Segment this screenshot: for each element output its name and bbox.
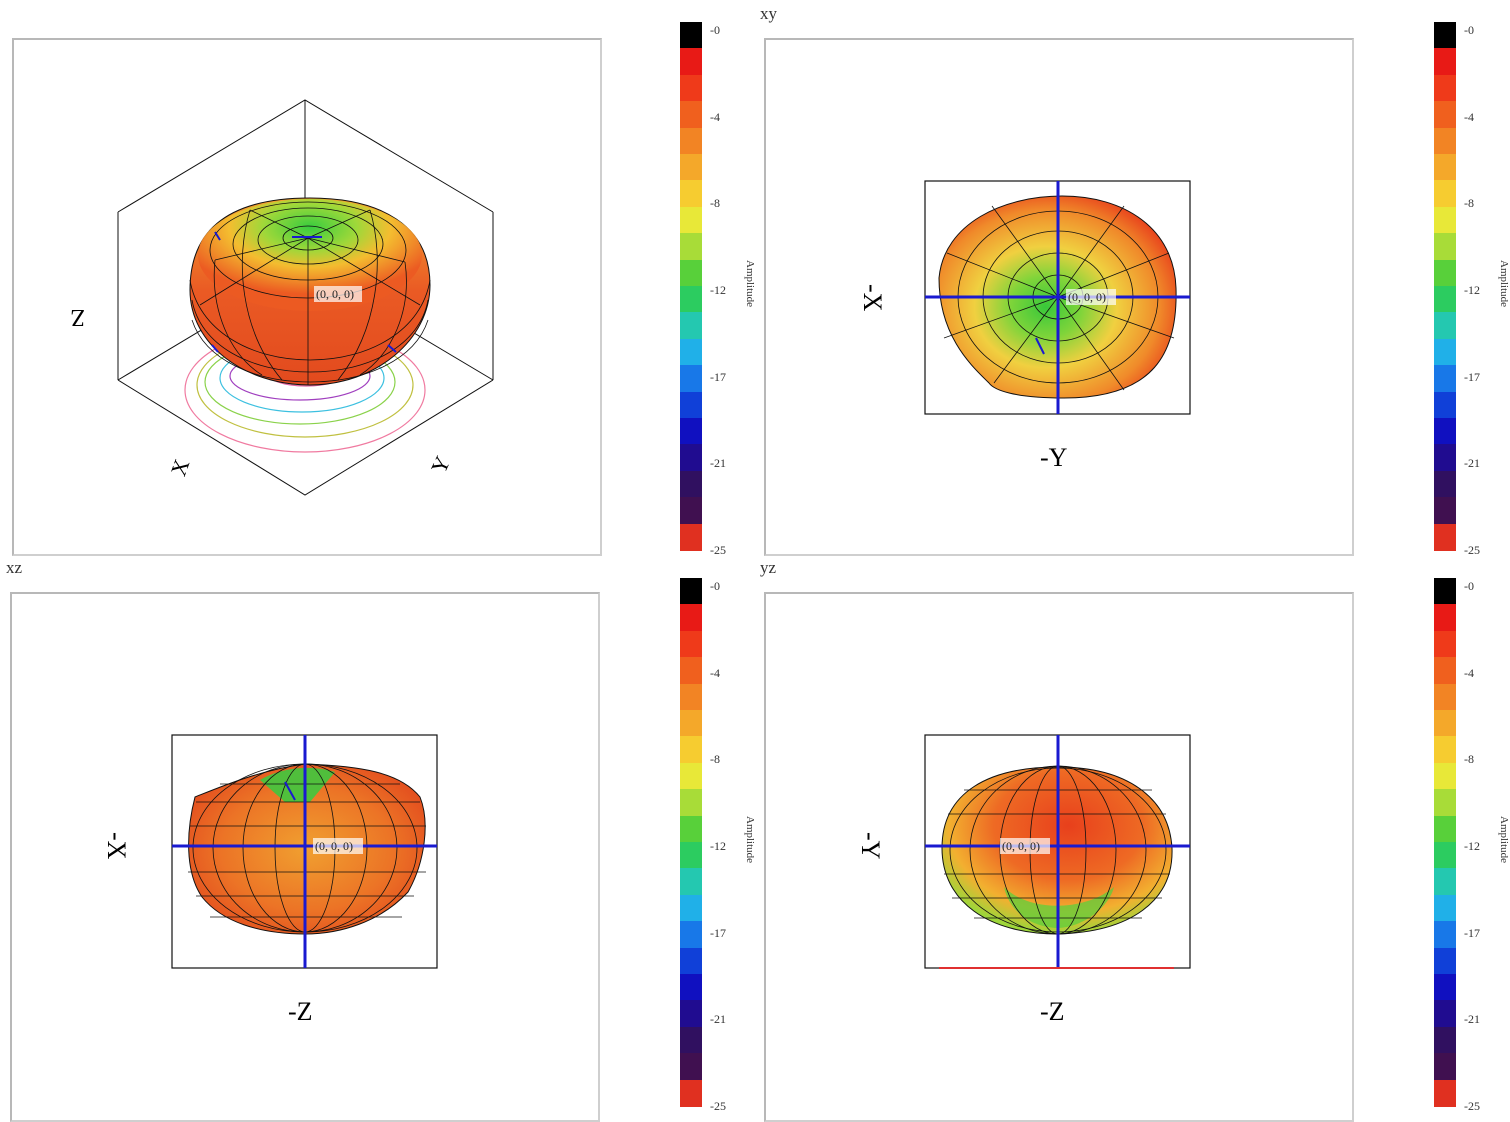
view-label-yz: yz: [760, 558, 777, 577]
surface-mesh: [189, 201, 431, 385]
colorbar-tick: -25: [1464, 543, 1480, 557]
colorbar-tick: -25: [710, 543, 726, 557]
colorbar-tick: -17: [710, 369, 726, 384]
axis-label-x: X: [165, 456, 194, 480]
perspective-plot: (0, 0, 0) Z X Y: [70, 99, 494, 496]
xz-plot: (0, 0, 0) -X -Z: [102, 734, 438, 1026]
origin-label-xz: (0, 0, 0): [313, 838, 363, 854]
origin-label: (0, 0, 0): [314, 286, 362, 302]
colorbar-tick: -8: [710, 196, 720, 211]
axis-label-z-horizontal-yz: -Z: [1040, 997, 1065, 1026]
xy-plot: (0, 0, 0) -X -Y: [858, 180, 1191, 472]
colorbar-tick: -12: [1464, 283, 1480, 297]
colorbar-tick: -21: [710, 1012, 726, 1027]
colorbar-tick: -12: [1464, 839, 1480, 853]
svg-text:(0, 0, 0): (0, 0, 0): [1002, 839, 1040, 853]
colorbar-perspective: [680, 22, 702, 551]
colorbar-title: Amplitude: [744, 815, 756, 863]
axis-label-y-horizontal: -Y: [1040, 443, 1068, 472]
axis-label-y-vertical-yz: -Y: [856, 832, 885, 860]
colorbar-tick: -0: [1464, 23, 1474, 37]
colorbar-tick: -4: [710, 109, 720, 124]
colorbar-yz: [1434, 578, 1456, 1107]
colorbar-xz: [680, 578, 702, 1107]
colorbar-tick: -25: [1464, 1099, 1480, 1113]
svg-text:(0, 0, 0): (0, 0, 0): [1068, 290, 1106, 304]
colorbar-tick: -17: [1464, 925, 1480, 940]
colorbar-tick: -25: [710, 1099, 726, 1113]
svg-text:(0, 0, 0): (0, 0, 0): [315, 839, 353, 853]
colorbar-tick: -4: [710, 665, 720, 680]
colorbar-title: Amplitude: [1498, 259, 1510, 307]
colorbar-tick: -17: [710, 925, 726, 940]
axis-label-y: Y: [426, 452, 455, 477]
axis-label-z: Z: [70, 304, 85, 330]
colorbar-tick: -12: [710, 283, 726, 297]
colorbar-xy: [1434, 22, 1456, 551]
origin-label-xy: (0, 0, 0): [1066, 289, 1116, 305]
view-label-xy: xy: [760, 4, 777, 23]
colorbar-tick: -17: [1464, 369, 1480, 384]
colorbar-tick: -4: [1464, 665, 1474, 680]
svg-text:(0, 0, 0): (0, 0, 0): [316, 287, 354, 301]
colorbar-tick: -12: [710, 839, 726, 853]
colorbar-tick: -8: [710, 752, 720, 767]
colorbar-tick: -4: [1464, 109, 1474, 124]
axis-label-z-horizontal-xz: -Z: [288, 997, 313, 1026]
axis-label-x-vertical-xz: -X: [102, 832, 131, 860]
colorbar-tick: -21: [1464, 1012, 1480, 1027]
axis-label-x-vertical: -X: [858, 284, 887, 312]
colorbar-tick: -0: [1464, 579, 1474, 593]
colorbar-tick: -21: [1464, 456, 1480, 471]
surface-body: [189, 197, 431, 386]
view-label-xz: xz: [6, 558, 23, 577]
colorbar-tick: -21: [710, 456, 726, 471]
colorbar-tick: -8: [1464, 196, 1474, 211]
yz-plot: (0, 0, 0) -Y -Z: [856, 734, 1191, 1026]
colorbar-tick: -0: [710, 23, 720, 37]
colorbar-tick: -0: [710, 579, 720, 593]
colorbar-title: Amplitude: [1498, 815, 1510, 863]
colorbar-tick: -8: [1464, 752, 1474, 767]
origin-label-yz: (0, 0, 0): [1000, 838, 1050, 854]
colorbar-title: Amplitude: [744, 259, 756, 307]
axis-markers: [211, 231, 397, 353]
